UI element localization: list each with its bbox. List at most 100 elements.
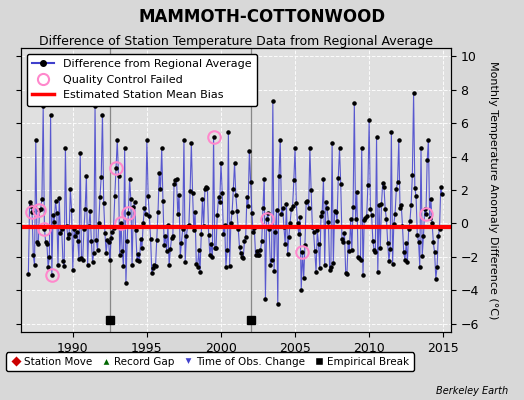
Point xyxy=(366,206,375,212)
Point xyxy=(187,140,195,146)
Point xyxy=(436,184,445,190)
Point xyxy=(321,262,329,268)
Point xyxy=(413,232,421,238)
Point xyxy=(275,172,283,179)
Point xyxy=(332,209,340,216)
Point xyxy=(48,272,56,278)
Point xyxy=(192,260,201,267)
Point xyxy=(148,270,156,276)
Point xyxy=(378,180,387,186)
Point xyxy=(294,231,303,237)
Point xyxy=(189,190,197,196)
Point xyxy=(123,238,132,244)
Point xyxy=(407,202,416,208)
Point xyxy=(204,232,213,238)
Point xyxy=(298,249,307,256)
Point xyxy=(41,239,50,245)
Point xyxy=(110,225,118,231)
Point xyxy=(239,255,247,262)
Point xyxy=(246,178,255,185)
Point xyxy=(427,196,435,202)
Point xyxy=(376,244,385,251)
Point xyxy=(303,198,312,204)
Point xyxy=(34,241,42,248)
Point xyxy=(300,275,308,281)
Point xyxy=(322,198,330,205)
Point xyxy=(285,233,293,240)
Point xyxy=(49,212,57,218)
Point xyxy=(55,195,63,202)
Point xyxy=(24,270,32,277)
Point xyxy=(198,196,206,202)
Point xyxy=(156,186,165,192)
Point xyxy=(328,140,336,146)
Point xyxy=(343,270,351,277)
Point xyxy=(200,222,208,229)
Point xyxy=(339,239,347,246)
Point xyxy=(296,214,304,220)
Point xyxy=(35,207,43,214)
Point xyxy=(395,137,403,143)
Point xyxy=(140,204,149,211)
Point xyxy=(227,220,235,226)
Point xyxy=(50,218,59,225)
Point xyxy=(166,246,174,252)
Point xyxy=(380,184,388,190)
Point xyxy=(423,157,431,163)
Point xyxy=(160,242,168,248)
Point xyxy=(428,220,436,226)
Point xyxy=(213,212,222,218)
Point xyxy=(135,258,144,264)
Point xyxy=(346,216,355,222)
Point xyxy=(421,206,429,213)
Point xyxy=(317,212,325,219)
Point xyxy=(297,287,305,293)
Point xyxy=(399,249,408,255)
Point xyxy=(283,251,292,257)
Point xyxy=(260,176,268,182)
Point xyxy=(201,186,209,192)
Point xyxy=(217,160,225,166)
Point xyxy=(42,240,51,247)
Point xyxy=(162,248,171,254)
Point xyxy=(182,233,191,239)
Point xyxy=(409,90,418,96)
Point xyxy=(286,220,294,226)
Point xyxy=(414,238,423,245)
Point xyxy=(167,235,176,241)
Point xyxy=(171,177,180,184)
Point xyxy=(52,210,61,216)
Point xyxy=(325,267,334,273)
Point xyxy=(307,186,315,193)
Point xyxy=(92,236,101,243)
Point xyxy=(350,100,358,106)
Point xyxy=(308,224,316,230)
Point xyxy=(62,222,71,229)
Point xyxy=(282,201,291,207)
Point xyxy=(99,112,107,118)
Point xyxy=(344,239,352,245)
Point xyxy=(412,193,420,200)
Point xyxy=(82,172,91,179)
Point xyxy=(149,265,157,272)
Point xyxy=(369,238,377,244)
Point xyxy=(91,103,99,110)
Point xyxy=(143,137,151,143)
Point xyxy=(39,103,47,110)
Point xyxy=(293,220,302,226)
Point xyxy=(191,208,199,215)
Point xyxy=(394,179,402,185)
Point xyxy=(76,150,84,156)
Point xyxy=(411,184,419,191)
Point xyxy=(425,215,434,221)
Point xyxy=(194,247,203,254)
Point xyxy=(405,226,413,232)
Point xyxy=(422,211,430,217)
Point xyxy=(151,262,160,269)
Point xyxy=(219,231,227,237)
Point xyxy=(319,176,328,182)
Point xyxy=(145,213,154,219)
Point xyxy=(190,227,198,233)
Point xyxy=(93,247,102,253)
Point xyxy=(208,254,216,261)
